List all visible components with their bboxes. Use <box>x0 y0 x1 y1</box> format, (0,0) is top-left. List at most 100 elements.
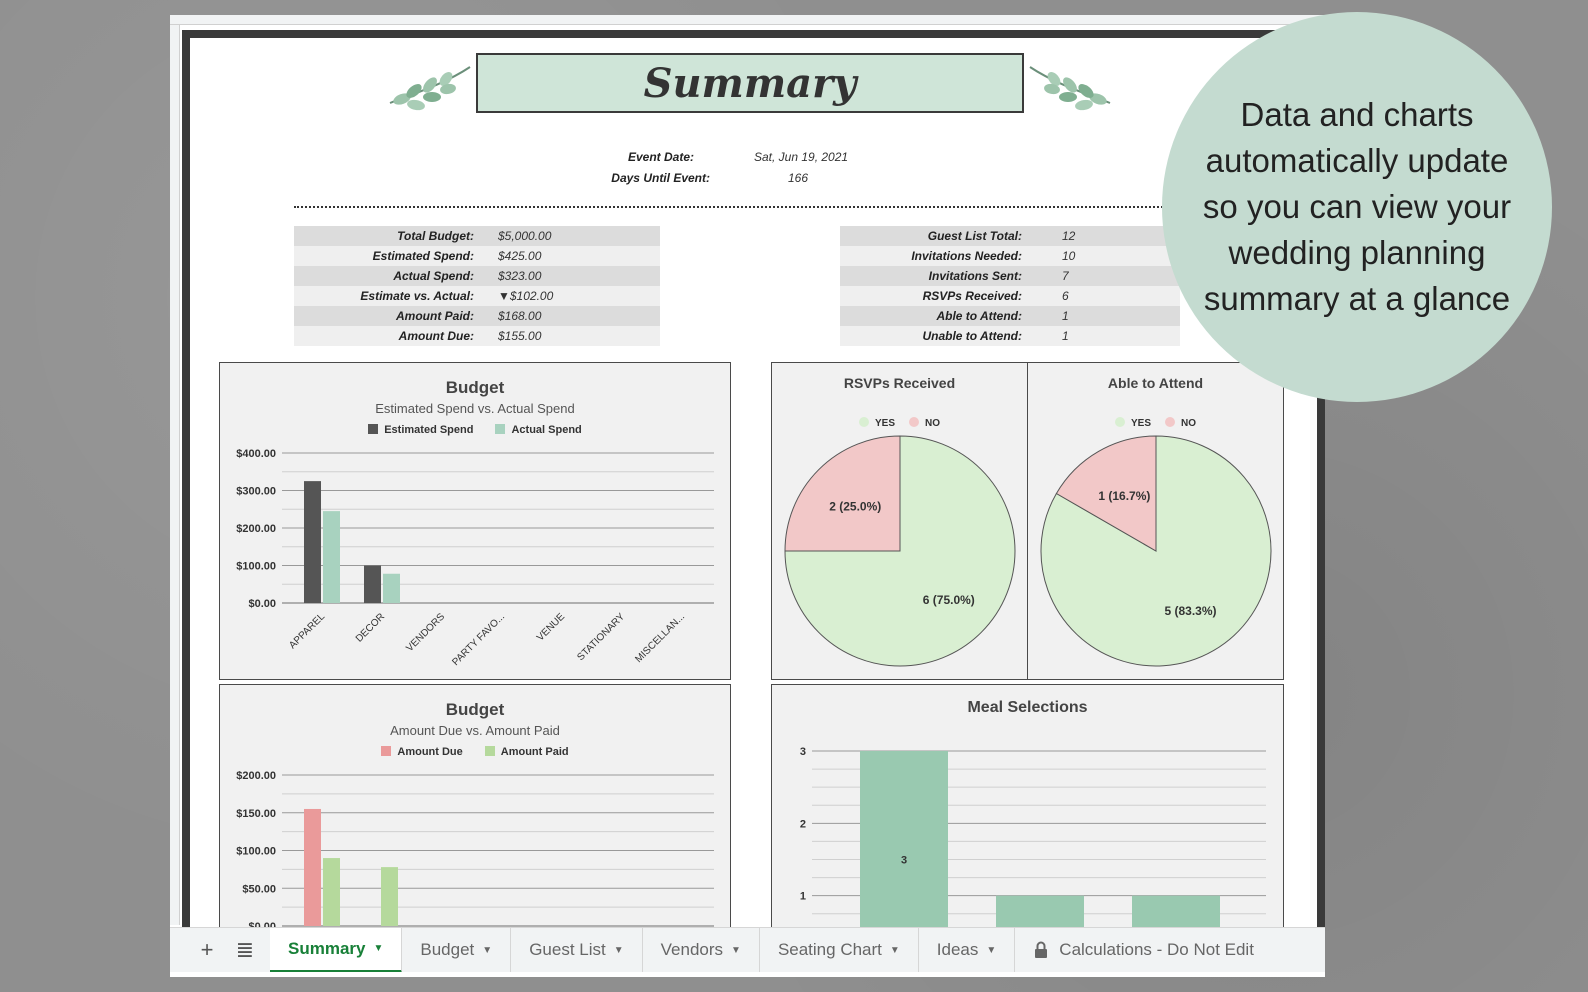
budget-paid-chart[interactable]: Budget Amount Due vs. Amount Paid Amount… <box>219 684 731 944</box>
stat-row: Invitations Sent: 7 <box>840 266 1180 286</box>
chart-plot: 123311 <box>800 746 1266 943</box>
stat-row: Amount Paid: $168.00 <box>294 306 660 326</box>
bar <box>323 858 340 926</box>
bar <box>364 565 381 603</box>
event-date-label: Event Date: <box>627 150 694 164</box>
chart-plot: $0.00 $100.00 $200.00 $300.00 $400.00 APPAREL… <box>236 448 714 668</box>
chart-plot: 1 (16.7%) 5 (83.3%) <box>1040 435 1272 667</box>
y-tick-label: $400.00 <box>236 448 276 460</box>
x-tick-label: DECOR <box>354 611 387 644</box>
chevron-down-icon: ▼ <box>986 944 997 956</box>
stat-row: Unable to Attend: 1 <box>840 326 1180 346</box>
y-tick-label: $300.00 <box>236 486 276 498</box>
y-tick-label: 2 <box>800 818 806 830</box>
x-tick-label: PARTY FAVO... <box>450 611 507 668</box>
y-tick-label: $100.00 <box>236 561 276 573</box>
bar-value-label: 3 <box>901 855 907 867</box>
chart-title: Able to Attend <box>1107 375 1204 391</box>
x-tick-label: VENDORS <box>404 611 447 654</box>
guest-stats-table: Guest List Total: 12 Invitations Needed: 1… <box>840 226 1180 346</box>
stat-row: Able to Attend: 1 <box>840 306 1180 326</box>
legend-item: NO <box>1165 417 1196 429</box>
days-until-value: 166 <box>788 171 809 185</box>
x-tick-label: MISCELLAN... <box>633 611 687 665</box>
y-tick-label: $50.00 <box>242 883 276 895</box>
attend-pie-chart[interactable]: Able to Attend YES NO 1 (16.7%) 5 (83.3%) <box>1027 362 1284 680</box>
chart-title: RSVPs Received <box>843 375 956 391</box>
pie-slice-no <box>784 435 901 552</box>
stat-row: RSVPs Received: 6 <box>840 286 1180 306</box>
chevron-down-icon: ▼ <box>731 944 741 956</box>
chart-legend: YES NO <box>772 417 1027 429</box>
y-tick-label: 3 <box>800 746 806 758</box>
bar <box>304 481 321 603</box>
tab-budget[interactable]: Budget ▼ <box>402 928 512 972</box>
chevron-down-icon: ▼ <box>482 944 493 956</box>
chart-legend: Amount Due Amount Paid <box>220 746 730 758</box>
row-header[interactable] <box>170 25 180 925</box>
stat-row: Invitations Needed: 10 <box>840 246 1180 266</box>
chart-title: Meal Selections <box>967 699 1088 716</box>
legend-item: Amount Due <box>381 746 463 758</box>
lock-icon <box>1035 941 1048 958</box>
bar <box>304 808 321 926</box>
chart-legend: YES NO <box>1028 417 1283 429</box>
y-tick-label: $100.00 <box>236 846 276 858</box>
chart-subtitle: Estimated Spend vs. Actual Spend <box>375 401 575 416</box>
x-tick-label: VENUE <box>535 611 567 643</box>
tab-summary[interactable]: Summary ▼ <box>270 928 403 972</box>
tab-vendors[interactable]: Vendors ▼ <box>643 928 760 972</box>
leaf-left-icon <box>389 66 471 111</box>
tab-ideas[interactable]: Ideas ▼ <box>919 928 1016 972</box>
event-date-value: Sat, Jun 19, 2021 <box>754 150 849 164</box>
legend-item: Amount Paid <box>484 746 569 758</box>
slice-label: 6 (75.0%) <box>923 593 975 607</box>
page-title: Summary <box>476 53 1024 113</box>
divider <box>294 206 1174 208</box>
slice-label: 1 (16.7%) <box>1098 489 1150 503</box>
summary-frame <box>182 30 1325 930</box>
rsvps-pie-chart[interactable]: RSVPs Received YES NO 2 (25.0%) 6 (75.0%) <box>771 362 1028 680</box>
stat-row: Estimate vs. Actual: ▼$102.00 <box>294 286 660 306</box>
pie-slice-no <box>1055 435 1157 552</box>
budget-stats-table: Total Budget: $5,000.00 Estimated Spend: $… <box>294 226 660 346</box>
slice-label: 2 (25.0%) <box>829 499 881 513</box>
bar <box>381 867 398 926</box>
chart-plot: 2 (25.0%) 6 (75.0%) <box>784 435 1016 667</box>
chart-subtitle: Amount Due vs. Amount Paid <box>390 723 560 738</box>
bar <box>323 511 340 603</box>
column-header[interactable] <box>170 15 1325 25</box>
tab-guest-list[interactable]: Guest List ▼ <box>511 928 643 972</box>
meal-selections-chart[interactable]: Meal Selections 123311 <box>771 684 1284 944</box>
x-tick-label: STATIONARY <box>575 611 627 663</box>
chevron-down-icon: ▼ <box>373 943 384 954</box>
callout-text: Data and charts automatically update so … <box>1202 96 1512 317</box>
x-tick-label: APPAREL <box>287 611 327 651</box>
stat-row: Total Budget: $5,000.00 <box>294 226 660 246</box>
summary-content: Summary Event Date: Sat, Jun 19, 2021 Da… <box>190 38 1317 944</box>
chevron-down-icon: ▼ <box>613 944 624 956</box>
stat-row: Estimated Spend: $425.00 <box>294 246 660 266</box>
budget-spend-chart[interactable]: Budget Estimated Spend vs. Actual Spend … <box>219 362 731 680</box>
chart-title: Budget <box>445 378 505 397</box>
tab-calculations[interactable]: Calculations - Do Not Edit <box>1015 928 1272 972</box>
tab-seating-chart[interactable]: Seating Chart ▼ <box>760 928 919 972</box>
days-until-label: Days Until Event: <box>611 171 710 185</box>
add-sheet-icon[interactable]: + <box>200 937 214 962</box>
legend-item: YES <box>1114 417 1151 429</box>
slice-label: 5 (83.3%) <box>1164 604 1216 618</box>
y-tick-label: $200.00 <box>236 523 276 535</box>
callout-bubble: Data and charts automatically update so … <box>1162 12 1552 402</box>
all-sheets-icon[interactable]: ≣ <box>235 937 255 962</box>
stat-row: Actual Spend: $323.00 <box>294 266 660 286</box>
pie-slice-yes <box>784 435 1016 667</box>
chart-legend: Estimated Spend Actual Spend <box>220 424 730 436</box>
y-tick-label: 1 <box>800 891 806 903</box>
chevron-down-icon: ▼ <box>889 944 900 956</box>
legend-item: Estimated Spend <box>368 424 473 436</box>
spreadsheet: Summary Event Date: Sat, Jun 19, 2021 Da… <box>170 15 1325 977</box>
y-tick-label: $0.00 <box>248 598 276 610</box>
legend-item: Actual Spend <box>495 424 582 436</box>
chart-title: Budget <box>445 700 505 719</box>
legend-item: NO <box>909 417 940 429</box>
